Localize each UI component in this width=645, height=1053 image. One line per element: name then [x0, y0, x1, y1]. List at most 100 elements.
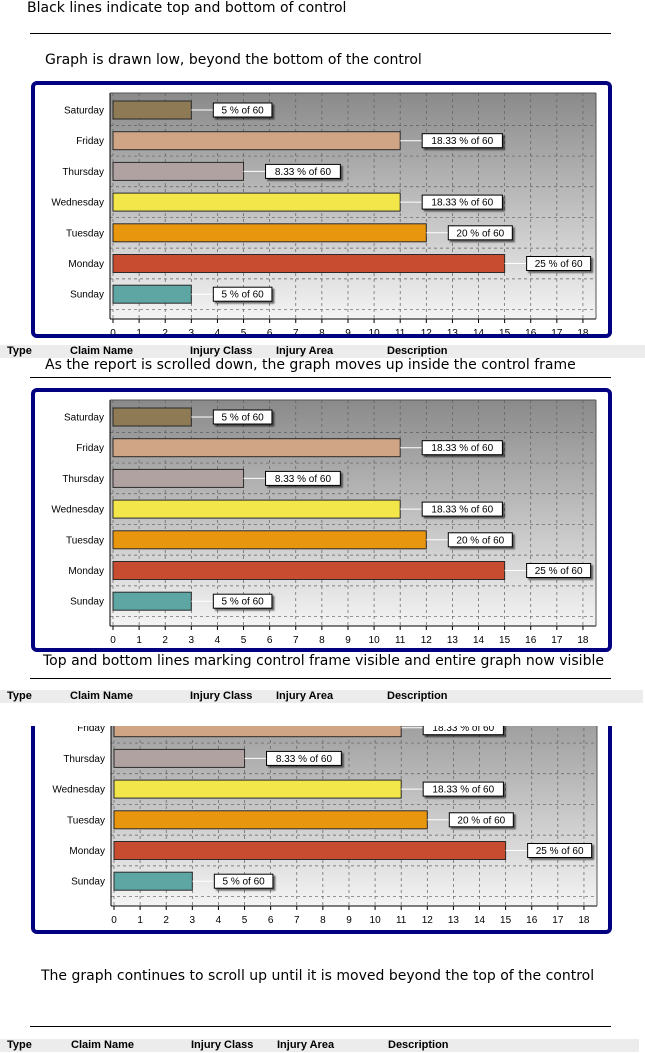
data-label: 5 % of 60 [221, 290, 264, 301]
col-claim-name: Claim Name [70, 345, 133, 357]
x-tick-label: 2 [163, 915, 169, 926]
bar-thursday [112, 161, 245, 181]
category-label: Friday [76, 136, 104, 147]
x-tick-label: 13 [447, 635, 459, 646]
bar-sunday [113, 871, 193, 891]
category-label: Saturday [64, 413, 104, 424]
bar-friday [112, 438, 401, 458]
note-visible: Top and bottom lines marking control fra… [43, 653, 604, 669]
x-tick-label: 5 [241, 328, 247, 338]
x-tick-label: 18 [577, 328, 589, 338]
bar-monday [112, 561, 506, 580]
data-label: 25 % of 60 [536, 846, 584, 857]
bar-wednesday [112, 192, 401, 212]
x-tick-label: 18 [577, 635, 589, 646]
col-injury-class: Injury Class [190, 690, 253, 702]
data-label: 5 % of 60 [221, 106, 264, 117]
category-label: Wednesday [51, 198, 104, 209]
x-tick-label: 13 [447, 328, 459, 338]
x-tick-label: 12 [421, 328, 433, 338]
control-top-line-1 [30, 33, 611, 34]
x-tick-label: 14 [474, 915, 486, 926]
x-tick-label: 4 [215, 328, 221, 338]
bar-thursday [113, 748, 246, 768]
x-tick-label: 10 [369, 328, 381, 338]
category-label: Monday [68, 259, 104, 270]
x-tick-label: 1 [137, 915, 143, 926]
x-tick-label: 2 [162, 328, 168, 338]
col-type: Type [7, 690, 32, 702]
data-label-box [421, 194, 503, 210]
data-label-box [422, 781, 504, 797]
col-injury-area: Injury Area [276, 345, 334, 357]
x-tick-label: 7 [293, 635, 299, 646]
category-label: Sunday [70, 290, 104, 301]
data-label: 18.33 % of 60 [431, 505, 493, 516]
bar-thursday [112, 468, 245, 488]
x-tick-label: 5 [241, 635, 247, 646]
data-label: 20 % of 60 [456, 228, 504, 239]
x-tick-label: 10 [369, 635, 381, 646]
bar-sunday [112, 591, 192, 611]
data-label-box [421, 133, 503, 149]
data-label: 8.33 % of 60 [275, 474, 332, 485]
data-label: 5 % of 60 [221, 413, 264, 424]
category-label: Tuesday [67, 815, 105, 826]
category-label: Friday [77, 726, 105, 734]
x-tick-label: 3 [189, 328, 195, 338]
x-tick-label: 10 [370, 915, 382, 926]
x-tick-label: 5 [242, 915, 248, 926]
data-label: 18.33 % of 60 [432, 785, 494, 796]
note-top: Black lines indicate top and bottom of c… [27, 0, 347, 16]
data-label-box [422, 726, 504, 736]
data-label-box [212, 409, 273, 425]
data-label-box [448, 812, 514, 828]
col-injury-class: Injury Class [191, 1039, 254, 1051]
data-label-box [213, 873, 274, 889]
bar-saturday [112, 100, 192, 120]
x-tick-label: 12 [421, 635, 433, 646]
data-label: 5 % of 60 [221, 597, 264, 608]
x-tick-label: 0 [110, 328, 116, 338]
bar-friday [112, 131, 401, 151]
category-label: Friday [76, 443, 104, 454]
x-tick-label: 8 [319, 635, 325, 646]
table-header-3: Type Claim Name Injury Class Injury Area… [0, 1039, 639, 1052]
bar-wednesday [113, 779, 402, 799]
data-label: 18.33 % of 60 [432, 726, 494, 734]
x-tick-label: 15 [499, 328, 511, 338]
category-label: Saturday [64, 106, 104, 117]
category-label: Sunday [71, 877, 105, 888]
x-tick-label: 9 [345, 328, 351, 338]
category-label: Sunday [70, 597, 104, 608]
data-label-box [526, 563, 592, 578]
data-label: 20 % of 60 [456, 535, 504, 546]
x-tick-label: 7 [294, 915, 300, 926]
x-tick-label: 13 [448, 915, 460, 926]
x-tick-label: 7 [293, 328, 299, 338]
x-tick-label: 8 [319, 328, 325, 338]
x-tick-label: 12 [422, 915, 434, 926]
x-tick-label: 6 [267, 635, 273, 646]
chart-frame-2: Saturday 5 % of 60 Friday 18.33 % of 60 Thur… [31, 388, 612, 652]
control-bottom-line-3 [30, 1026, 611, 1027]
data-label-box [447, 532, 513, 548]
x-tick-label: 14 [473, 635, 485, 646]
col-description: Description [387, 690, 448, 702]
category-label: Thursday [62, 167, 104, 178]
category-label: Tuesday [66, 535, 104, 546]
data-label-box [421, 440, 503, 456]
data-label: 18.33 % of 60 [431, 198, 493, 209]
data-label-box [447, 225, 513, 241]
control-bottom-line-2 [30, 678, 611, 679]
note-moves-up: As the report is scrolled down, the grap… [45, 357, 576, 373]
table-header-1: Type Claim Name Injury Class Injury Area… [0, 345, 645, 358]
bar-friday [113, 726, 402, 738]
x-tick-label: 9 [345, 635, 351, 646]
x-tick-label: 18 [578, 915, 590, 926]
data-label-box [265, 163, 341, 179]
x-tick-label: 11 [396, 915, 407, 926]
